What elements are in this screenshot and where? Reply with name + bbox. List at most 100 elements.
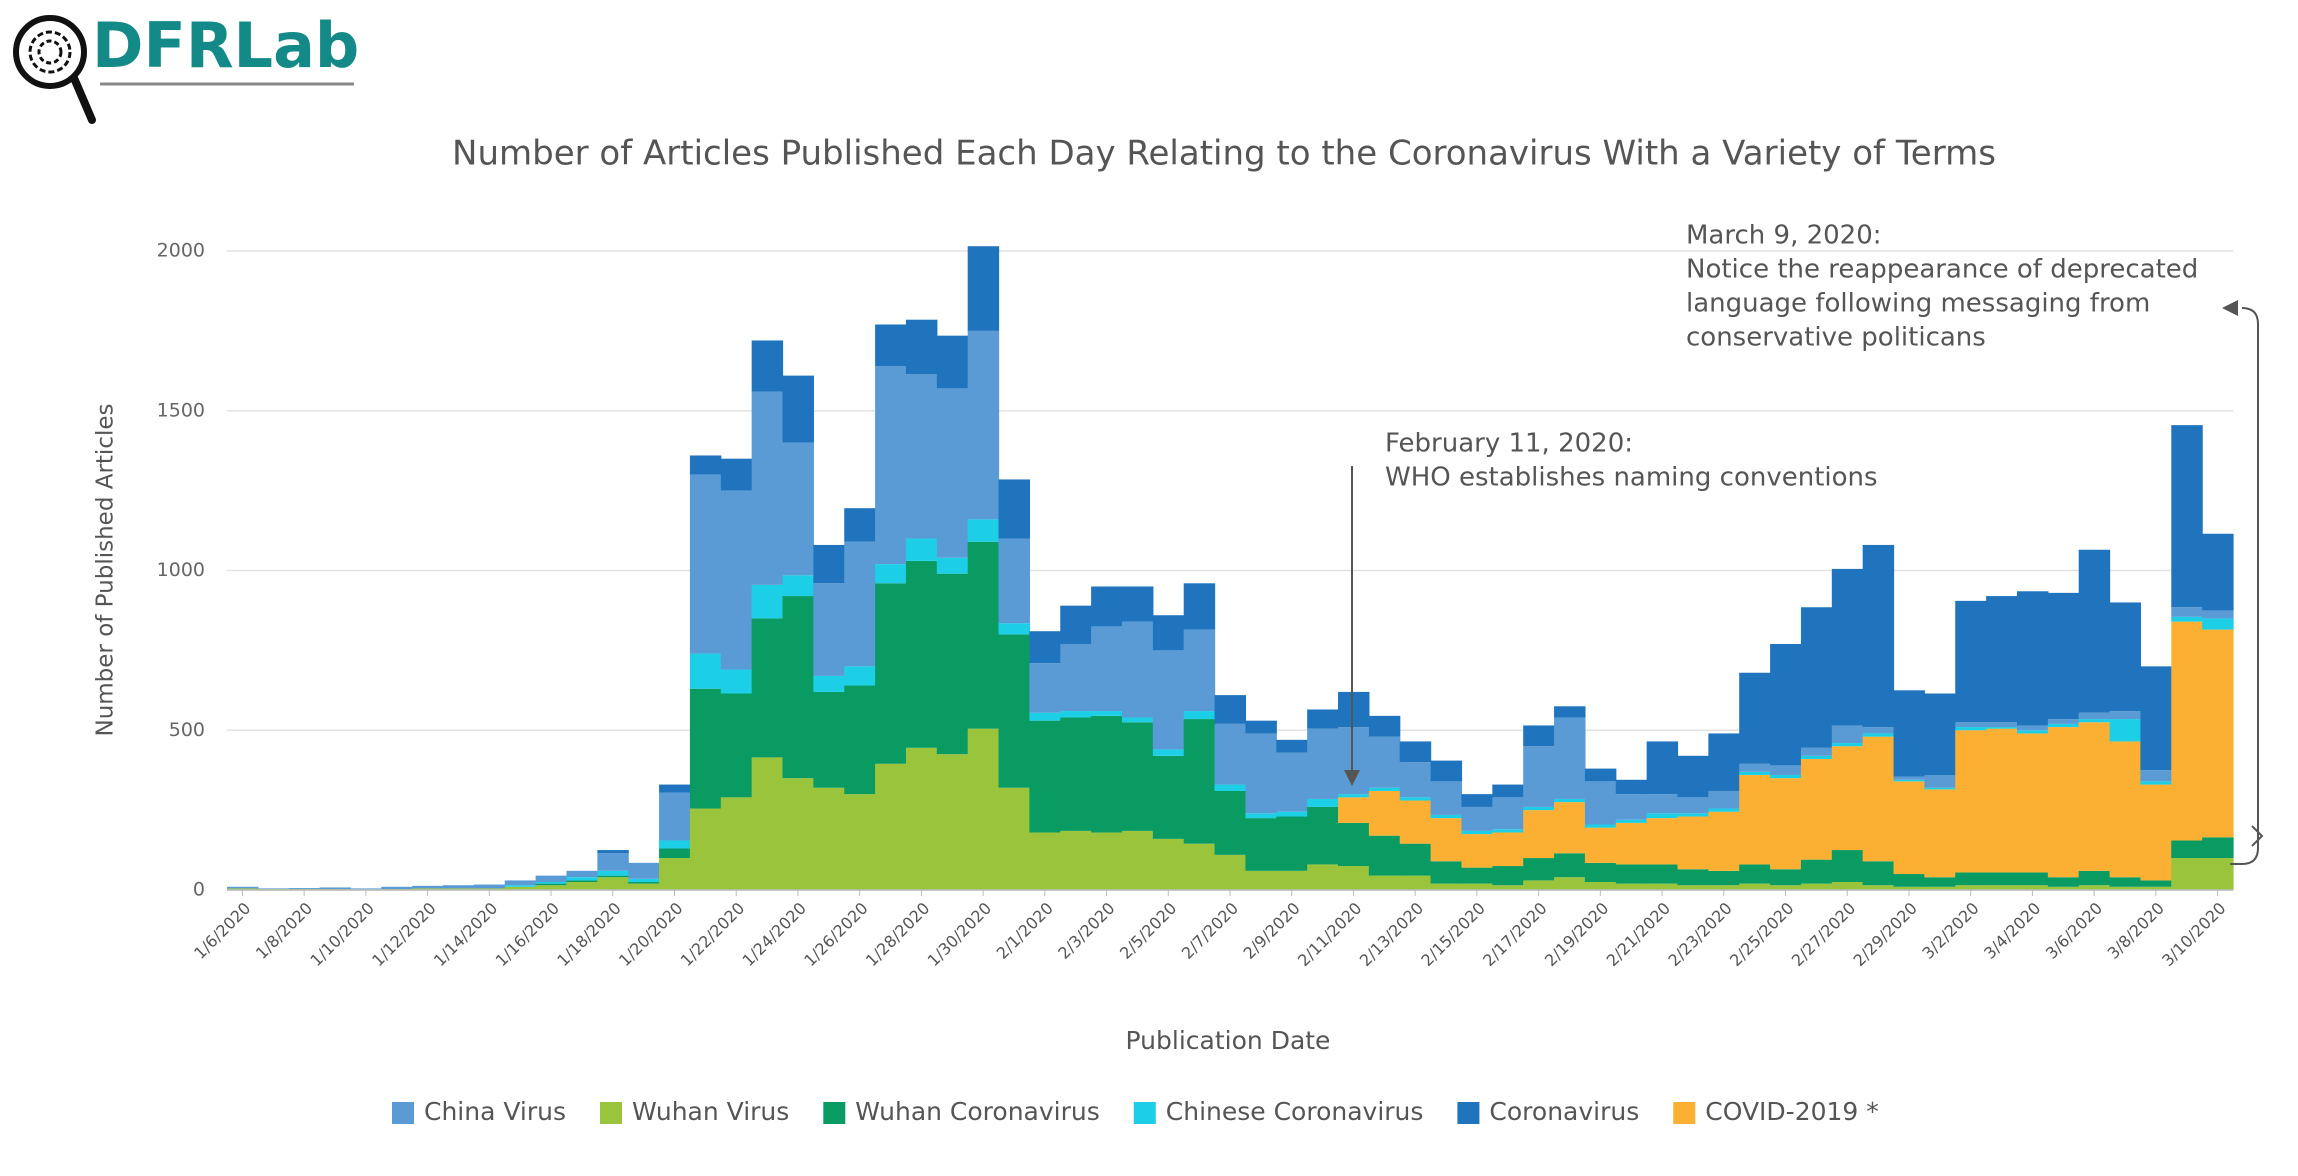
area-step [1399,875,1432,890]
annotation-text: conservative politicans [1686,323,1986,353]
area-step [875,324,907,367]
area-step [967,541,1000,729]
area-step [319,887,352,890]
area-step [288,888,321,890]
area-step [936,335,969,389]
legend-label: Chinese Coronavirus [1166,1097,1424,1126]
area-step [720,669,753,694]
area-step [751,584,784,619]
y-tick-label: 1000 [157,559,205,581]
x-tick-label: 2/23/2020 [1664,899,1735,970]
area-step [2078,722,2111,871]
area-step [2109,886,2142,890]
area-step [2202,858,2234,890]
area-step [597,850,629,854]
annotation-text: February 11, 2020: [1385,429,1633,459]
area-step [1584,882,1617,890]
area-step [1368,835,1401,876]
x-tick-label: 1/26/2020 [800,899,871,970]
area-step [1893,779,1925,782]
area-step [1739,771,1771,775]
area-step [689,455,722,475]
area-step [844,666,876,686]
area-step [1800,607,1833,748]
area-step [1739,763,1771,772]
area-step [1492,832,1524,867]
area-step [875,583,907,764]
area-step [967,246,1000,331]
area-step [1893,874,1925,887]
area-step [1121,621,1154,718]
area-step [844,794,876,890]
area-step [1986,728,2018,873]
legend-swatch [1133,1102,1156,1124]
x-tick-label: 1/8/2020 [252,899,316,963]
area-step [2016,733,2049,873]
area-step [2047,592,2080,720]
area-step [535,875,568,883]
area-step [689,688,722,809]
area-step [1800,759,1833,860]
area-step [751,340,784,392]
area-step [1862,736,1895,862]
y-tick-label: 2000 [157,240,205,262]
area-step [998,787,1030,890]
area-step [2078,885,2111,890]
annotation-text: Notice the reappearance of deprecated [1686,255,2198,285]
area-step [1430,781,1463,815]
legend-swatch [823,1102,846,1124]
area-step [2140,666,2172,771]
area-step [2171,621,2203,841]
area-step [1893,886,1925,890]
area-step [659,784,691,793]
area-step [659,792,691,841]
area-step [1183,843,1216,890]
area-step [1862,885,1895,890]
area-step [628,883,660,890]
area-step [504,886,537,890]
area-step [628,882,660,884]
area-step [689,474,722,654]
area-step [1338,727,1370,795]
area-step [2016,872,2049,886]
area-step [1986,885,2018,890]
area-step [1338,797,1370,823]
area-step [1523,810,1555,859]
area-step [998,623,1030,635]
area-step [628,878,660,883]
area-step [1615,819,1648,823]
area-step [1708,870,1740,886]
area-step [1029,712,1061,721]
x-tick-label: 2/13/2020 [1356,899,1427,970]
area-step [936,754,969,890]
area-step [936,388,969,558]
area-step [1646,818,1679,865]
area-step [905,747,938,890]
area-step [1986,722,2018,728]
area-step [2078,712,2111,720]
area-step [1430,814,1463,819]
area-step [1029,663,1061,713]
area-step [936,557,969,574]
legend-label: Coronavirus [1489,1097,1639,1126]
area-step [1924,789,1956,878]
area-step [1554,877,1586,890]
area-step [1152,838,1185,890]
area-step [1276,752,1308,812]
area-step [1554,706,1586,718]
area-step [1276,811,1308,817]
area-step [1862,861,1895,886]
area-step [1430,861,1463,884]
area-step [1924,774,1956,788]
area-step [2171,607,2203,617]
area-step [1739,864,1771,884]
area-step [1338,794,1370,798]
area-step [782,442,814,576]
area-step [905,538,938,561]
annotation-text: March 9, 2020: [1686,221,1882,251]
arrow-head [1344,770,1360,786]
area-step [1029,720,1061,833]
area-step [1677,755,1709,798]
area-step [1121,717,1154,723]
